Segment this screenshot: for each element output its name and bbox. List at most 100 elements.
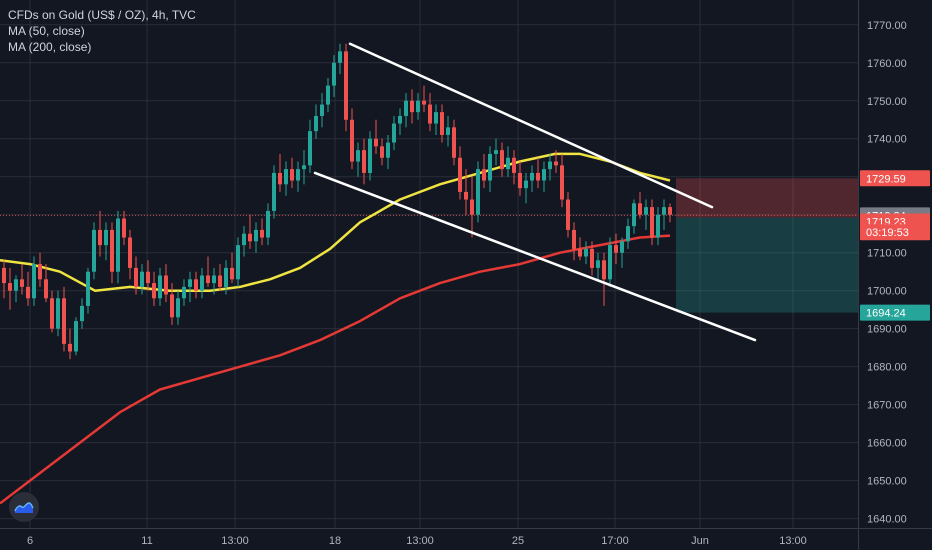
candle[interactable] — [254, 222, 258, 253]
candle[interactable] — [572, 222, 576, 261]
upper-trendline[interactable] — [348, 42, 714, 209]
candle[interactable] — [590, 241, 594, 276]
candle[interactable] — [470, 176, 474, 238]
candle[interactable] — [308, 119, 312, 173]
candle[interactable] — [374, 119, 378, 154]
candle[interactable] — [404, 93, 408, 128]
candle[interactable] — [302, 150, 306, 185]
candle[interactable] — [278, 153, 282, 192]
candle[interactable] — [320, 93, 324, 128]
candle[interactable] — [332, 55, 336, 97]
candle[interactable] — [92, 222, 96, 280]
candle[interactable] — [56, 290, 60, 337]
candle[interactable] — [554, 150, 558, 173]
candle[interactable] — [80, 298, 84, 329]
candle[interactable] — [194, 271, 198, 299]
candle[interactable] — [296, 161, 300, 192]
candle[interactable] — [266, 203, 270, 246]
candle[interactable] — [248, 214, 252, 249]
candle[interactable] — [488, 146, 492, 192]
candle[interactable] — [152, 271, 156, 306]
candle[interactable] — [224, 260, 228, 295]
candle[interactable] — [140, 264, 144, 295]
candle[interactable] — [2, 260, 6, 299]
candle[interactable] — [8, 267, 12, 310]
candle[interactable] — [662, 199, 666, 230]
candle[interactable] — [134, 256, 138, 295]
candle[interactable] — [158, 267, 162, 306]
candle[interactable] — [632, 199, 636, 234]
candle[interactable] — [614, 233, 618, 265]
candle[interactable] — [548, 153, 552, 181]
candle[interactable] — [638, 191, 642, 219]
candle[interactable] — [338, 43, 342, 75]
candle[interactable] — [626, 218, 630, 249]
candle[interactable] — [416, 93, 420, 120]
candle[interactable] — [68, 328, 72, 360]
candle[interactable] — [656, 207, 660, 246]
candle[interactable] — [434, 104, 438, 135]
candle[interactable] — [422, 85, 426, 113]
candle[interactable] — [482, 153, 486, 189]
candle[interactable] — [32, 256, 36, 306]
candle[interactable] — [584, 241, 588, 265]
candle[interactable] — [398, 108, 402, 135]
candle[interactable] — [500, 142, 504, 177]
ma50-legend[interactable]: MA (50, close) — [8, 24, 85, 38]
candle[interactable] — [650, 199, 654, 246]
candle[interactable] — [608, 237, 612, 287]
candle[interactable] — [326, 77, 330, 113]
candle[interactable] — [38, 252, 42, 287]
candle[interactable] — [464, 169, 468, 215]
candle[interactable] — [356, 142, 360, 177]
candle[interactable] — [476, 161, 480, 223]
candle[interactable] — [596, 252, 600, 280]
candle[interactable] — [524, 172, 528, 204]
lower-trendline[interactable] — [313, 171, 757, 342]
candle[interactable] — [14, 275, 18, 303]
candle[interactable] — [344, 43, 348, 132]
candle[interactable] — [290, 157, 294, 189]
candle[interactable] — [380, 138, 384, 166]
candle[interactable] — [116, 210, 120, 284]
candle[interactable] — [620, 237, 624, 268]
candle[interactable] — [602, 252, 606, 306]
candle[interactable] — [20, 264, 24, 295]
candle[interactable] — [236, 237, 240, 287]
candle[interactable] — [110, 222, 114, 284]
candle[interactable] — [170, 283, 174, 325]
candle[interactable] — [188, 271, 192, 303]
candle[interactable] — [230, 252, 234, 284]
candle[interactable] — [212, 267, 216, 295]
candle[interactable] — [206, 256, 210, 287]
candle[interactable] — [566, 191, 570, 238]
candle[interactable] — [512, 150, 516, 185]
candle[interactable] — [50, 290, 54, 333]
candle[interactable] — [104, 222, 108, 261]
candle[interactable] — [446, 115, 450, 147]
candle[interactable] — [668, 203, 672, 223]
candle[interactable] — [26, 271, 30, 306]
candle[interactable] — [452, 119, 456, 166]
candle[interactable] — [560, 153, 564, 208]
candle[interactable] — [410, 89, 414, 124]
candle[interactable] — [542, 161, 546, 192]
ma200-legend[interactable]: MA (200, close) — [8, 40, 92, 54]
candle[interactable] — [182, 279, 186, 306]
candle[interactable] — [536, 157, 540, 189]
candle[interactable] — [530, 165, 534, 192]
candle[interactable] — [386, 134, 390, 170]
candle[interactable] — [494, 138, 498, 166]
candle[interactable] — [392, 115, 396, 151]
candle[interactable] — [164, 264, 168, 303]
candle[interactable] — [146, 260, 150, 291]
candle[interactable] — [122, 210, 126, 246]
candle[interactable] — [458, 146, 462, 200]
candle[interactable] — [74, 317, 78, 356]
candle[interactable] — [242, 226, 246, 257]
candle[interactable] — [200, 267, 204, 299]
candle[interactable] — [518, 161, 522, 196]
candle[interactable] — [98, 210, 102, 257]
candle[interactable] — [128, 229, 132, 280]
